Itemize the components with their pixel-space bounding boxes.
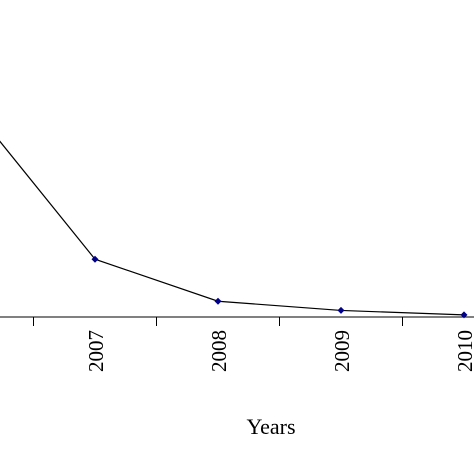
x-tick-label: 2007 bbox=[84, 330, 108, 372]
x-tick-label: 2010 bbox=[453, 330, 474, 372]
data-point-marker bbox=[337, 306, 345, 314]
data-point-marker bbox=[214, 297, 222, 305]
x-axis-ticks bbox=[33, 317, 403, 326]
x-tick-label: 2009 bbox=[330, 330, 354, 372]
x-tick-label: 2008 bbox=[207, 330, 231, 372]
data-point-marker bbox=[460, 311, 468, 319]
series-line bbox=[0, 140, 465, 316]
series-markers bbox=[91, 255, 468, 319]
data-point-marker bbox=[91, 255, 99, 263]
x-axis-tick-labels: 2007 2008 2009 2010 bbox=[84, 330, 474, 372]
x-axis-title: Years bbox=[246, 414, 295, 439]
